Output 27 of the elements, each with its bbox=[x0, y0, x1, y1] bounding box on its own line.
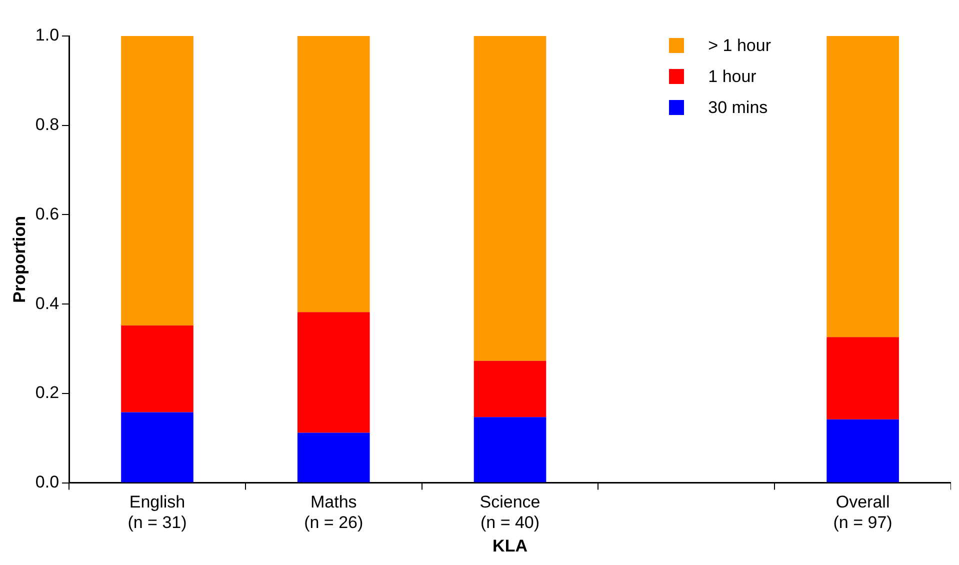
bar bbox=[121, 412, 194, 482]
legend-label: 1 hour bbox=[708, 66, 756, 86]
y-tick-label: 1.0 bbox=[35, 26, 60, 45]
legend-label: > 1 hour bbox=[708, 36, 771, 56]
y-axis-title: Proportion bbox=[10, 216, 29, 303]
y-tick-label: 0.2 bbox=[35, 383, 60, 402]
x-tick-label: Maths (n = 26) bbox=[304, 492, 364, 532]
bar bbox=[121, 36, 194, 326]
legend-label: 30 mins bbox=[708, 98, 768, 118]
bar bbox=[474, 36, 546, 361]
y-tick-label: 0.4 bbox=[35, 294, 60, 313]
x-tick-label: Overall (n = 97) bbox=[833, 492, 892, 532]
bar bbox=[826, 36, 899, 338]
bar bbox=[474, 417, 546, 482]
x-axis-title: KLA bbox=[492, 536, 528, 556]
bar bbox=[297, 432, 370, 482]
y-tick-label: 0.6 bbox=[35, 204, 60, 224]
bar bbox=[474, 360, 546, 418]
bar bbox=[121, 326, 194, 412]
bar bbox=[826, 419, 899, 482]
y-tick-label: 0.0 bbox=[35, 472, 60, 492]
bar bbox=[297, 36, 370, 312]
x-tick-label: English (n = 31) bbox=[128, 492, 187, 532]
x-tick-label: Science (n = 40) bbox=[480, 492, 540, 532]
y-tick-label: 0.8 bbox=[35, 115, 60, 134]
bar bbox=[826, 337, 899, 420]
bar bbox=[297, 312, 370, 433]
